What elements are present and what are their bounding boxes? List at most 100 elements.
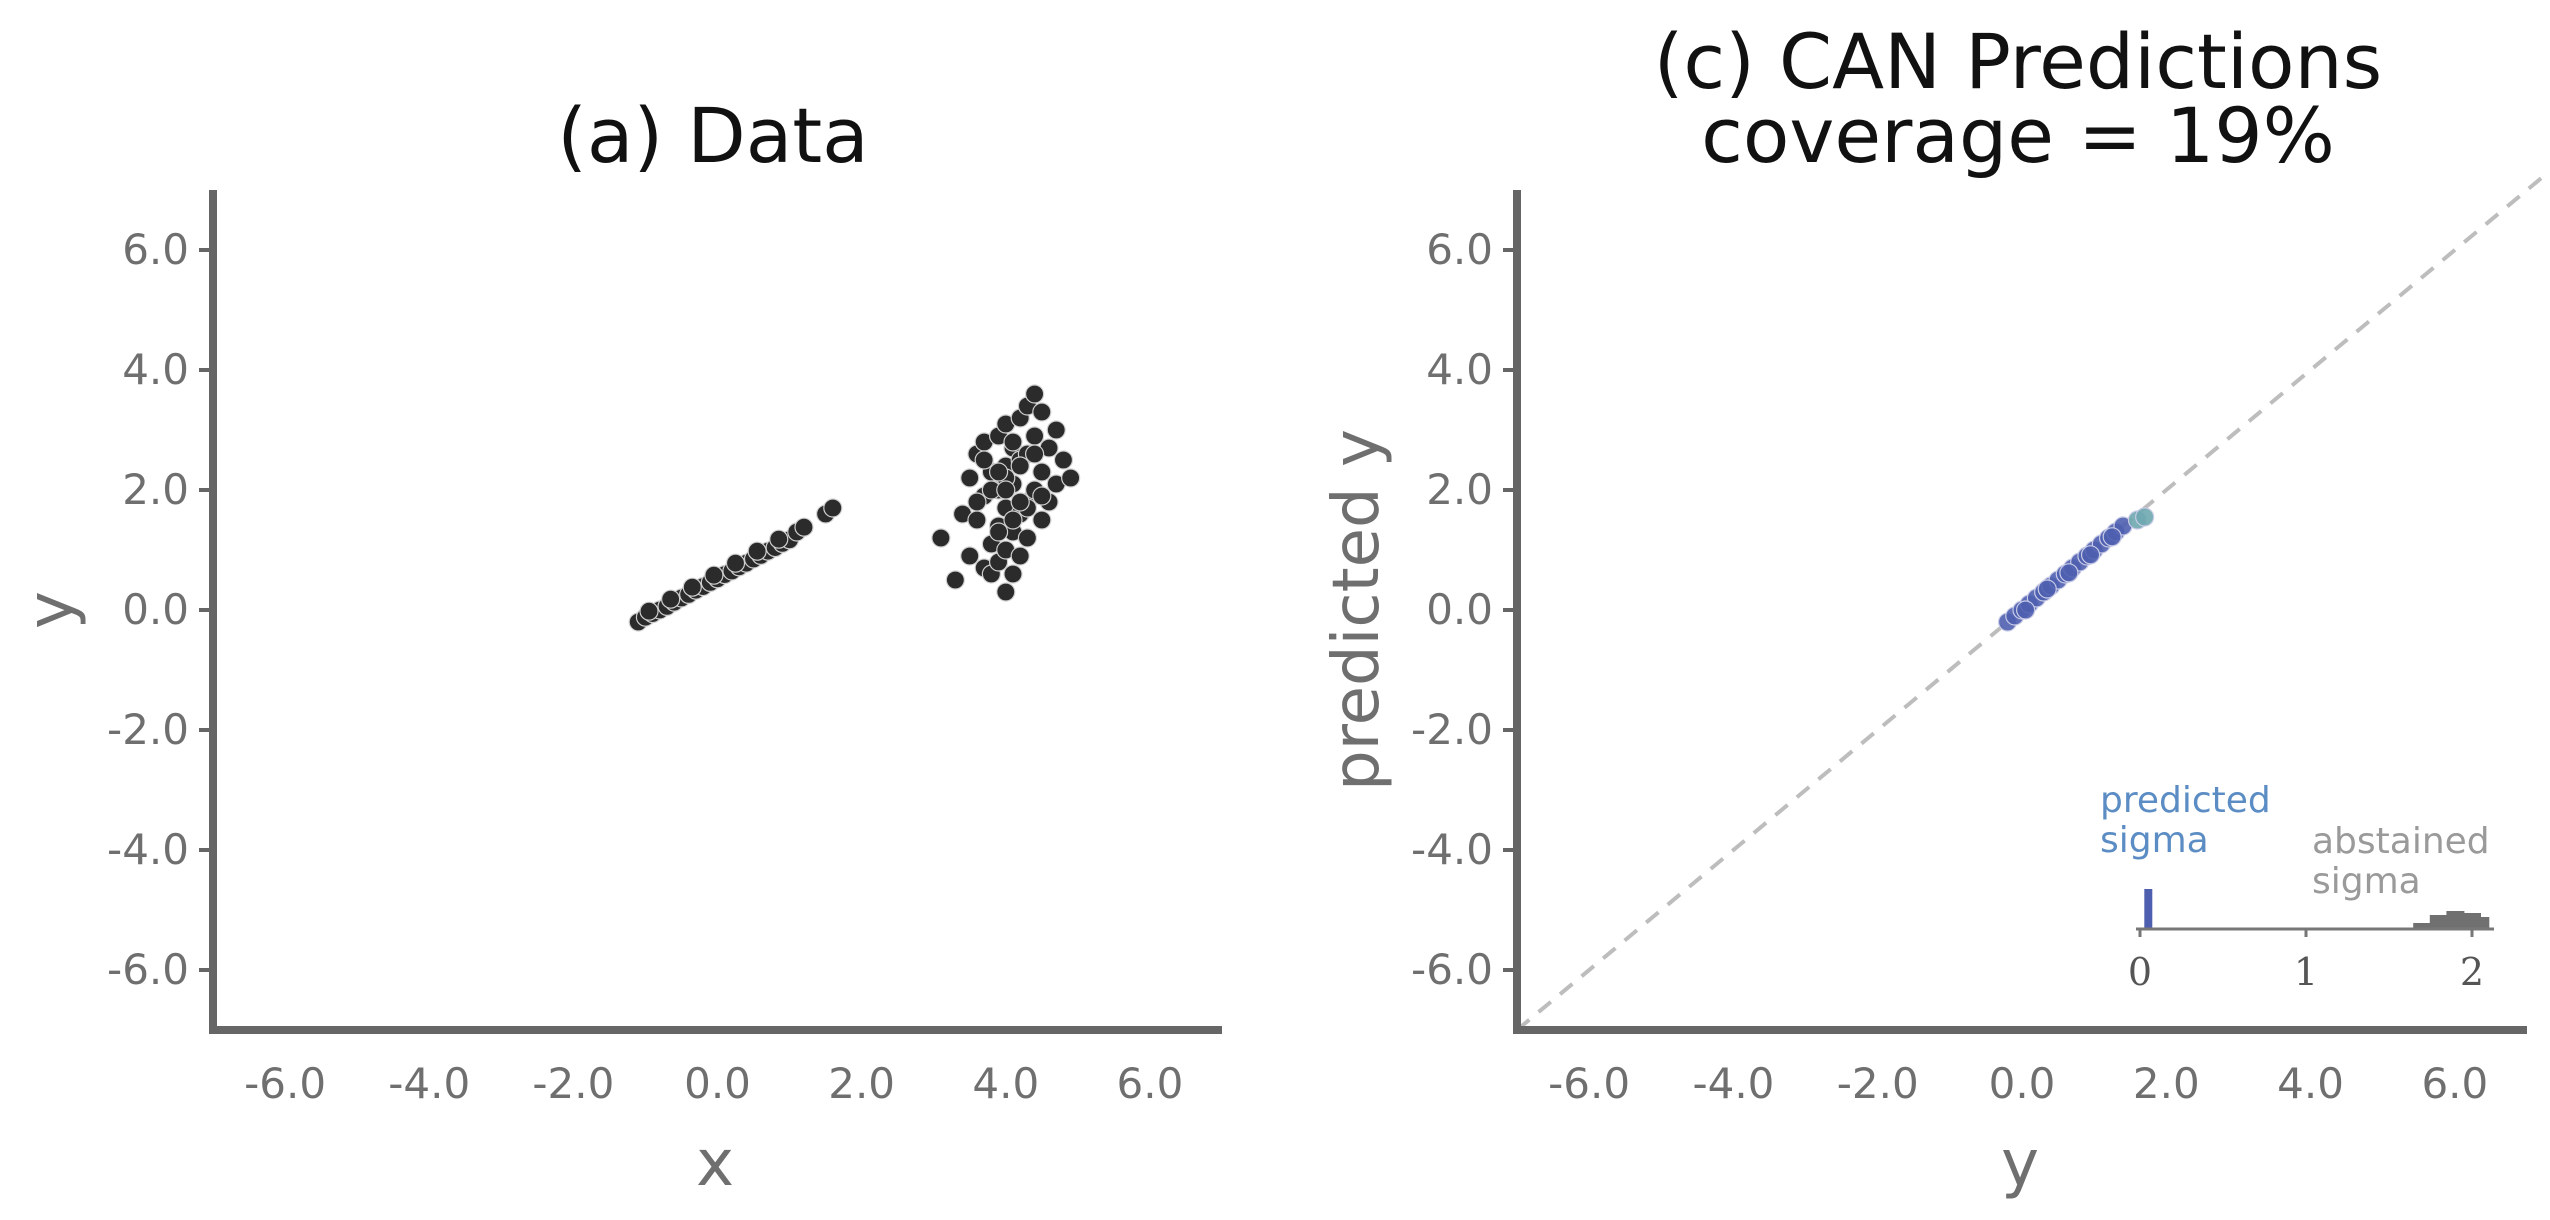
panel-a-y-tick-label: 0.0 — [122, 585, 189, 634]
panel-c-y-ticks: -6.0 -4.0 -2.0 0.0 2.0 4.0 6.0 — [1411, 225, 1517, 994]
panel-a-y-tick-label: 6.0 — [122, 225, 189, 274]
data-point — [1003, 432, 1023, 452]
panel-a-x-label: x — [696, 1127, 734, 1201]
data-point — [988, 462, 1009, 482]
panel-a-x-tick-label: 2.0 — [828, 1059, 895, 1108]
panel-c-x-tick-label: -2.0 — [1837, 1059, 1919, 1108]
panel-c-x-label: y — [2001, 1127, 2039, 1201]
sigma-inset-histogram: predicted sigma abstained sigma 0 1 2 — [2100, 780, 2501, 994]
prediction-point — [2080, 545, 2101, 565]
panel-a: (a) Data -6.0 -4.0 -2.0 0.0 2.0 4.0 6.0 -6.0 -4… — [14, 91, 1222, 1201]
panel-c-y-label: predicted y — [1320, 429, 1394, 791]
abstained-sigma-bar — [2413, 923, 2432, 929]
data-point — [1003, 564, 1023, 584]
panel-a-y-ticks: -6.0 -4.0 -2.0 0.0 2.0 4.0 6.0 — [107, 225, 213, 994]
data-point — [1061, 468, 1081, 488]
data-point — [988, 522, 1009, 542]
panel-c-x-tick-label: -6.0 — [1548, 1059, 1630, 1108]
panel-a-points — [628, 384, 1081, 632]
data-point — [1032, 402, 1052, 422]
panel-c-y-tick-label: -6.0 — [1411, 945, 1493, 994]
inset-tick-label: 2 — [2460, 950, 2484, 994]
data-point — [639, 601, 659, 621]
data-point — [996, 480, 1016, 500]
panel-c-y-tick-label: 6.0 — [1426, 225, 1493, 274]
abstained-sigma-bar — [2429, 915, 2448, 929]
data-point — [960, 546, 980, 566]
panel-a-y-label: y — [14, 591, 88, 629]
panel-c-points — [1997, 507, 2155, 632]
prediction-point — [2059, 563, 2079, 583]
panel-a-y-tick-label: -4.0 — [107, 825, 189, 874]
data-point — [1046, 420, 1066, 440]
data-point — [1025, 444, 1045, 464]
panel-a-x-tick-label: -2.0 — [532, 1059, 614, 1108]
panel-c-y-tick-label: 0.0 — [1426, 585, 1493, 634]
data-point — [794, 517, 814, 537]
panel-a-y-tick-label: -2.0 — [107, 705, 189, 754]
abstained-sigma-bar — [2471, 917, 2490, 929]
data-point — [1032, 486, 1052, 506]
data-point — [682, 577, 702, 597]
data-point — [1053, 450, 1074, 470]
data-point — [1032, 462, 1052, 482]
data-point — [661, 589, 681, 609]
panel-c-subtitle: coverage = 19% — [1701, 91, 2335, 180]
panel-c-title: (c) CAN Predictions — [1654, 17, 2382, 106]
panel-a-x-tick-label: -6.0 — [244, 1059, 326, 1108]
panel-a-y-tick-label: -6.0 — [107, 945, 189, 994]
data-point — [1010, 546, 1030, 566]
data-point — [704, 565, 724, 585]
prediction-point — [2135, 507, 2155, 527]
data-point — [747, 541, 767, 561]
data-point — [1025, 426, 1045, 446]
panel-a-x-ticks: -6.0 -4.0 -2.0 0.0 2.0 4.0 6.0 — [244, 1059, 1183, 1108]
prediction-point — [2102, 527, 2122, 547]
data-point — [1003, 510, 1023, 530]
prediction-point — [2037, 579, 2057, 599]
panel-a-title: (a) Data — [557, 91, 869, 180]
data-point — [769, 529, 789, 549]
panel-c-y-tick-label: -2.0 — [1411, 705, 1493, 754]
data-point — [945, 570, 965, 590]
data-point — [960, 468, 980, 488]
data-point — [967, 492, 987, 512]
data-point — [967, 510, 987, 530]
panel-c-y-tick-label: 4.0 — [1426, 345, 1493, 394]
data-point — [725, 553, 746, 573]
panel-c-x-tick-label: 2.0 — [2133, 1059, 2200, 1108]
panel-c-x-tick-label: -4.0 — [1692, 1059, 1774, 1108]
abstained-sigma-label: abstained sigma — [2312, 821, 2501, 902]
inset-tick-label: 1 — [2294, 950, 2318, 994]
panel-c: (c) CAN Predictions coverage = 19% -6.0-… — [1320, 17, 2550, 1201]
panel-c-y-tick-label: -4.0 — [1411, 825, 1493, 874]
prediction-point — [2016, 600, 2036, 620]
data-point — [931, 528, 951, 548]
panel-c-y-tick-label: 2.0 — [1426, 465, 1493, 514]
panel-c-x-tick-label: 4.0 — [2277, 1059, 2344, 1108]
panel-c-x-tick-label: 6.0 — [2421, 1059, 2488, 1108]
data-point — [823, 498, 843, 518]
panel-a-x-tick-label: -4.0 — [388, 1059, 470, 1108]
data-point — [996, 582, 1016, 602]
panel-a-x-tick-label: 0.0 — [684, 1059, 751, 1108]
inset-tick-label: 0 — [2128, 950, 2152, 994]
panel-a-x-tick-label: 4.0 — [972, 1059, 1039, 1108]
inset-x-ticks: 0 1 2 — [2128, 929, 2484, 994]
data-point — [1032, 510, 1052, 530]
predicted-sigma-label: predicted sigma — [2100, 780, 2282, 861]
panel-c-x-tick-label: 0.0 — [1989, 1059, 2056, 1108]
abstained-sigma-bar — [2446, 911, 2465, 929]
data-point — [1025, 384, 1045, 404]
data-point — [974, 450, 994, 470]
inset-bars — [2144, 889, 2490, 929]
panel-a-x-tick-label: 6.0 — [1117, 1059, 1184, 1108]
predicted-sigma-bar — [2144, 889, 2153, 929]
panel-a-y-tick-label: 4.0 — [122, 345, 189, 394]
panel-a-y-tick-label: 2.0 — [122, 465, 189, 514]
panel-c-x-ticks: -6.0 -4.0 -2.0 0.0 2.0 4.0 6.0 — [1548, 1059, 2488, 1108]
data-point — [1010, 456, 1030, 476]
data-point — [1017, 528, 1038, 548]
data-point — [1010, 492, 1030, 512]
